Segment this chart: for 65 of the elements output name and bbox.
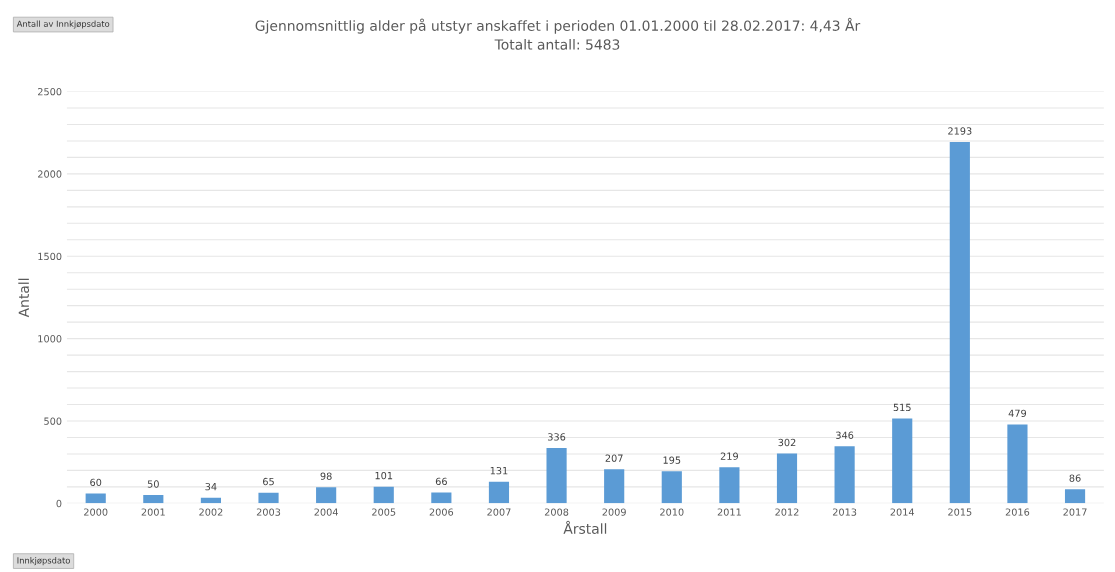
x-axis-title: Årstall (563, 520, 607, 534)
x-tick-label: 2005 (372, 508, 396, 516)
chart-title: Gjennomsnittlig alder på utstyr anskaffet i perioden 01.01.2000 til 28.02.2017: 4,43 År (255, 17, 861, 34)
bar (258, 492, 279, 504)
bar (1007, 424, 1028, 504)
data-label: 207 (605, 454, 623, 462)
x-tick-label: 2009 (602, 508, 626, 516)
bar (719, 467, 740, 504)
bar (949, 142, 970, 504)
data-label: 60 (90, 478, 102, 487)
y-tick-label: 2000 (38, 170, 62, 178)
data-label: 302 (778, 438, 796, 447)
bar (776, 453, 798, 504)
data-label: 346 (836, 431, 854, 439)
text: Innkjøpsdato (17, 557, 70, 566)
bar (488, 481, 510, 504)
bar (661, 471, 682, 504)
x-tick-label: 2007 (487, 508, 511, 516)
x-tick-label: 2006 (429, 508, 454, 516)
bar (373, 486, 394, 504)
data-label: 336 (548, 433, 566, 441)
x-tick-label: 2008 (544, 508, 569, 516)
y-tick-label: 2500 (38, 88, 62, 96)
x-tick-label: 2012 (775, 508, 799, 516)
x-tick-label: 2013 (832, 508, 857, 516)
bar (316, 487, 337, 504)
y-tick-label: 0 (56, 499, 62, 508)
bar (892, 418, 913, 504)
x-tick-label: 2017 (1063, 508, 1087, 516)
data-label: 131 (490, 466, 508, 475)
data-label: 195 (663, 456, 681, 464)
x-tick-label: 2000 (84, 508, 108, 516)
text: Antall av Innkjøpsdato (16, 20, 110, 29)
bar (431, 492, 452, 504)
data-label: 86 (1069, 474, 1081, 482)
x-tick-label: 2014 (890, 508, 915, 516)
y-tick-label: 1000 (38, 335, 62, 343)
data-label: 34 (205, 482, 217, 491)
data-label: 50 (147, 480, 159, 488)
data-label: 219 (720, 452, 738, 460)
y-tick-label: 500 (44, 417, 62, 425)
data-label: 65 (263, 477, 274, 486)
bar (143, 495, 164, 504)
data-label: 66 (435, 477, 447, 486)
y-axis-title: Antall (18, 278, 30, 318)
bar (604, 469, 625, 504)
data-label: 515 (893, 403, 911, 412)
bar (834, 446, 855, 504)
x-tick-label: 2001 (141, 508, 165, 516)
x-tick-label: 2010 (660, 508, 684, 516)
bar (85, 493, 106, 504)
bar (546, 448, 567, 504)
chart-subtitle: Totalt antall: 5483 (494, 39, 620, 50)
data-label: 479 (1008, 409, 1027, 418)
bar (1064, 489, 1086, 504)
x-tick-label: 2015 (948, 508, 972, 516)
x-tick-label: 2004 (314, 508, 338, 516)
x-tick-label: 2002 (199, 508, 223, 516)
data-label: 101 (375, 471, 393, 480)
x-tick-label: 2011 (717, 508, 741, 516)
y-tick-label: 1500 (38, 252, 62, 261)
x-tick-label: 2003 (256, 508, 281, 516)
data-label: 98 (320, 472, 332, 480)
x-tick-label: 2016 (1005, 508, 1030, 516)
data-label: 2193 (948, 127, 972, 135)
